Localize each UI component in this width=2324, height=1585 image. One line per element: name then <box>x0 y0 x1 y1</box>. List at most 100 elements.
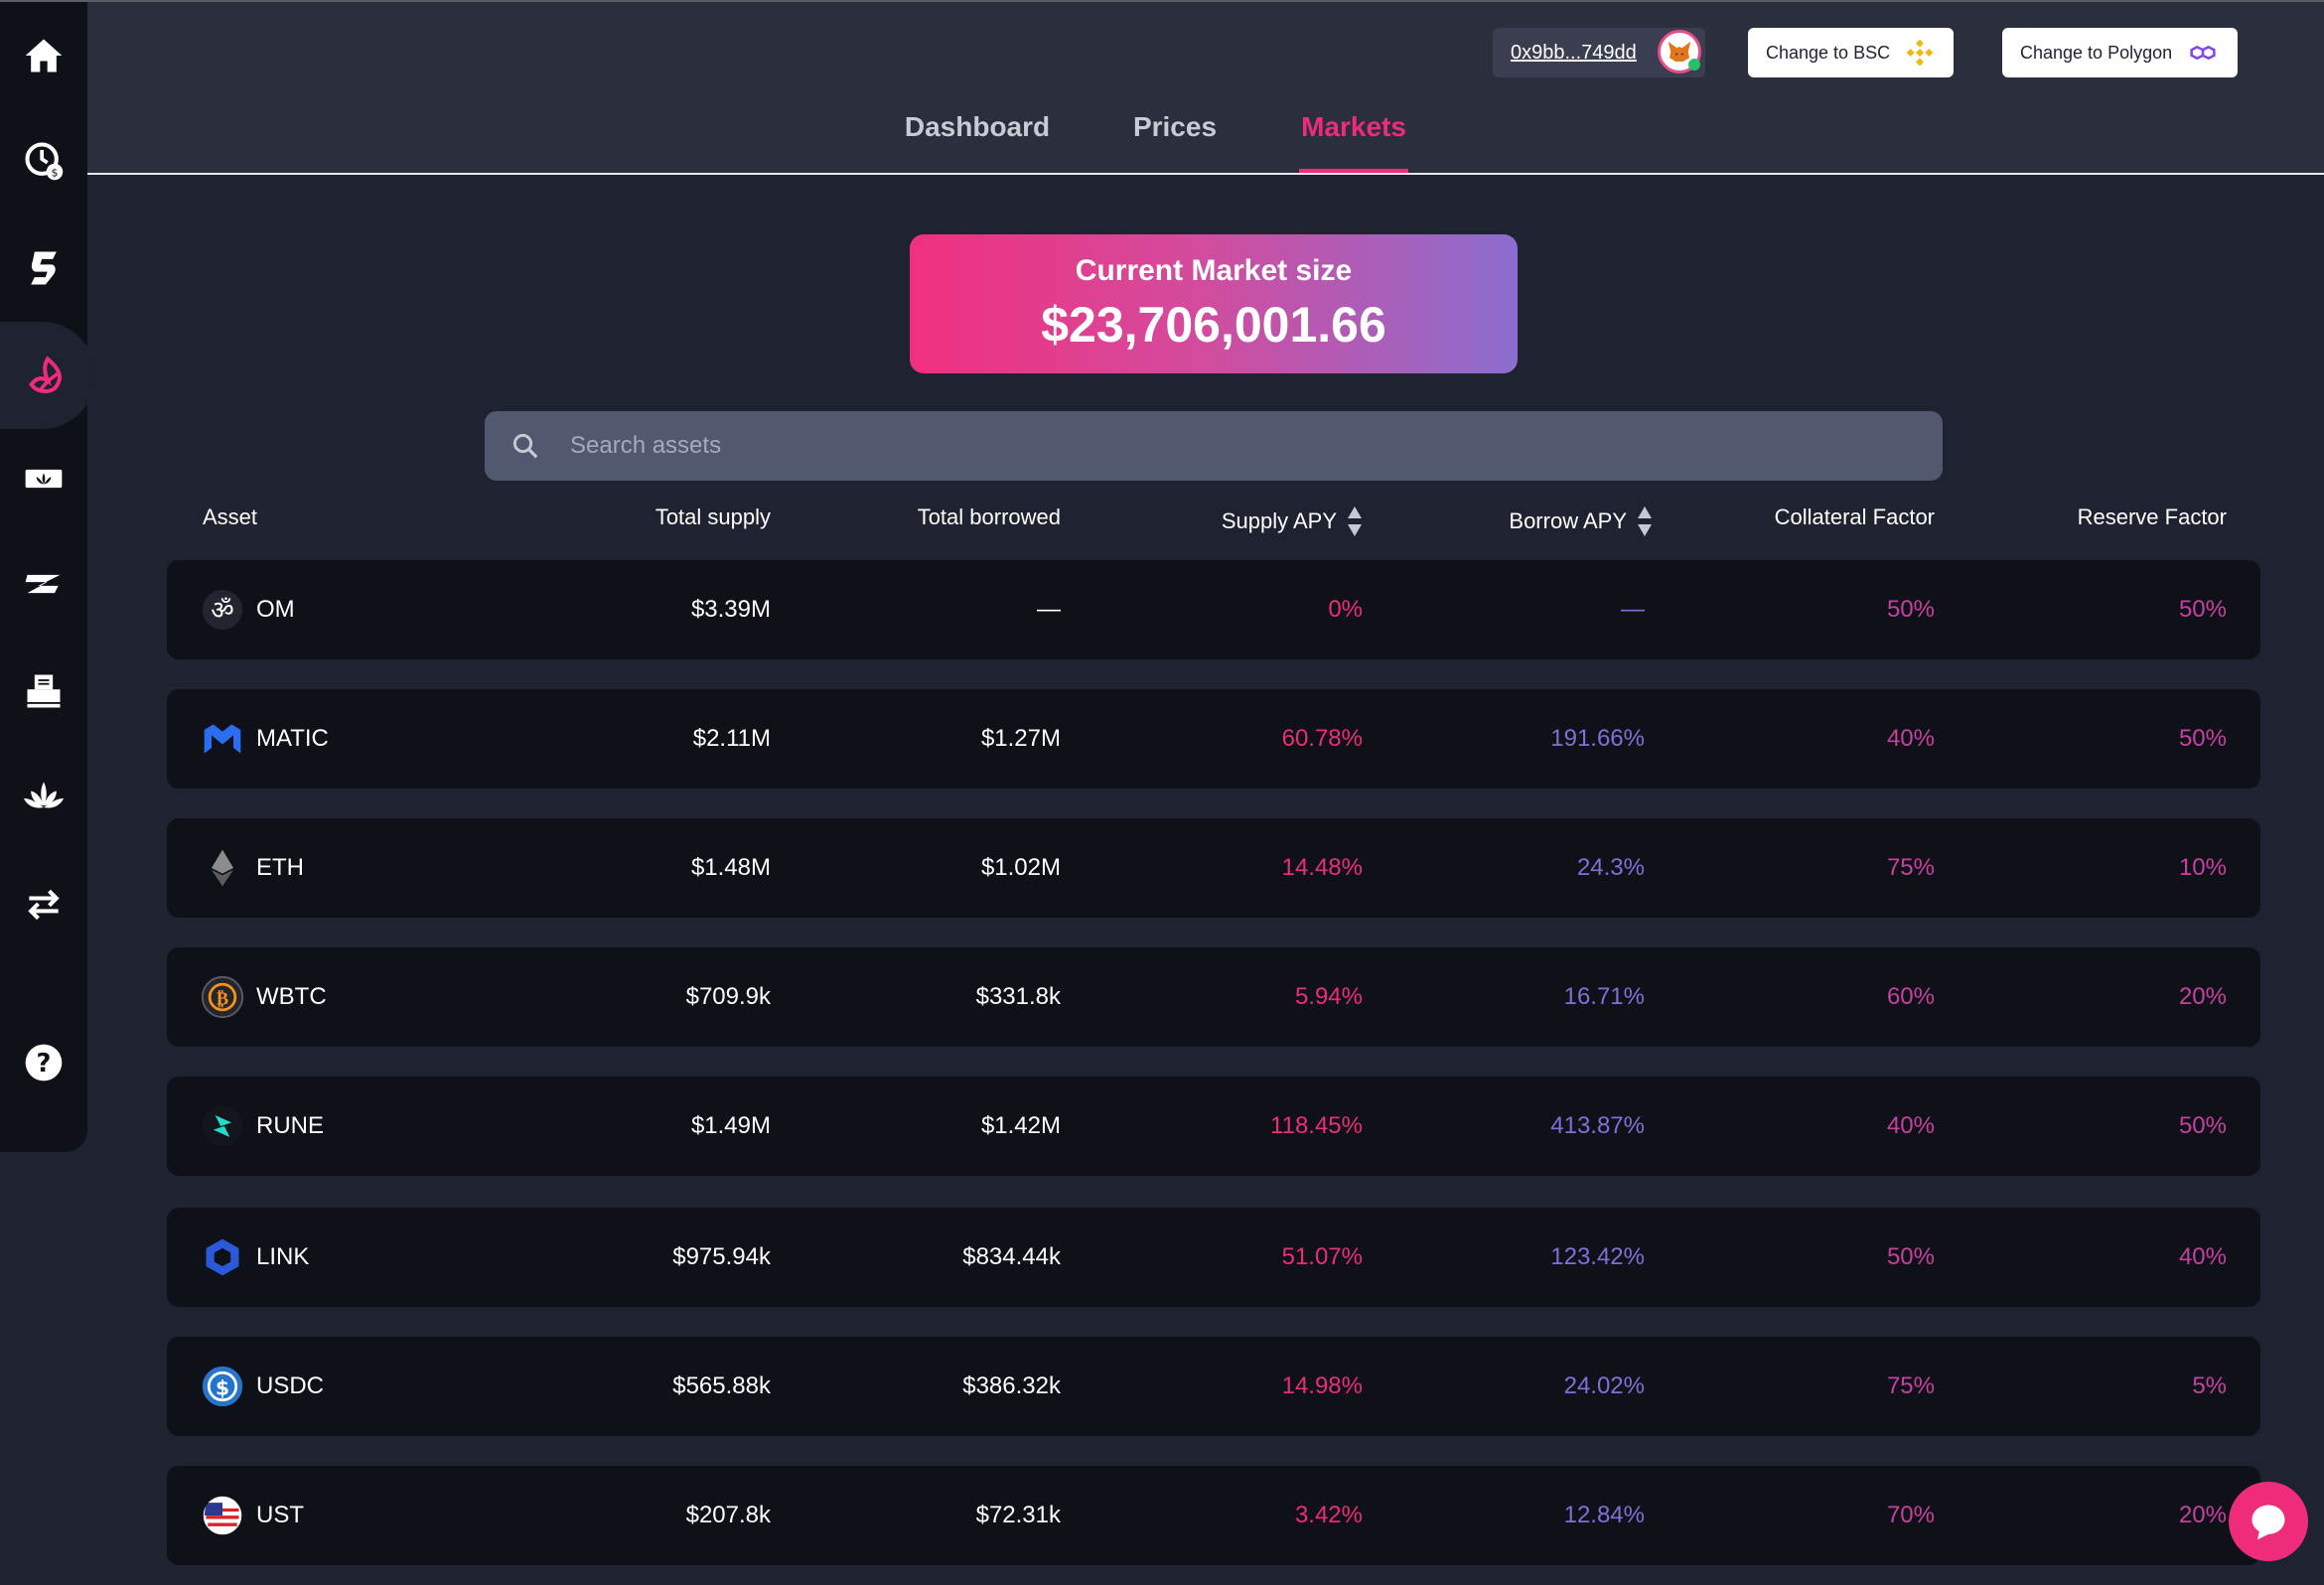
total-supply-value: $565.88k <box>672 1372 771 1399</box>
supply-apy-value: 118.45% <box>1270 1112 1363 1139</box>
col-supply-apy-header[interactable]: Supply APY <box>1170 504 1363 538</box>
total-borrowed-value: $72.31k <box>975 1502 1061 1528</box>
total-supply-value: $207.8k <box>685 1502 771 1528</box>
collateral-factor-value: 75% <box>1886 854 1935 881</box>
borrow-apy-value: 191.66% <box>1550 725 1645 752</box>
borrow-apy-value: 24.02% <box>1563 1372 1645 1399</box>
lotus-icon <box>23 782 65 808</box>
wallet-address[interactable]: 0x9bb...749dd <box>1511 41 1637 64</box>
supply-apy-value: 0% <box>1328 596 1363 623</box>
link-icon <box>201 1235 244 1279</box>
table-row[interactable]: LINK $975.94k $834.44k 51.07% 123.42% 50… <box>167 1208 2260 1307</box>
collateral-factor-value: 50% <box>1886 1243 1935 1270</box>
change-to-bsc-button[interactable]: Change to BSC <box>1748 28 1955 77</box>
sidebar-item-swap[interactable] <box>0 864 87 943</box>
sidebar-item-printer[interactable] <box>0 651 87 731</box>
sidebar-item-help[interactable]: ? <box>0 1023 87 1102</box>
table-row[interactable]: ॐ OM $3.39M — 0% — 50% 50% <box>167 560 2260 659</box>
col-borrow-apy-header[interactable]: Borrow APY <box>1458 504 1653 538</box>
col-reserve-factor: Reserve Factor <box>2077 504 2227 529</box>
table-row[interactable]: ₿ WBTC $709.9k $331.8k 5.94% 16.71% 60% … <box>167 947 2260 1047</box>
sidebar-item-swirl[interactable] <box>0 228 87 308</box>
ust-icon <box>201 1494 244 1537</box>
market-size-label: Current Market size <box>1075 254 1353 287</box>
borrow-apy-value: 123.42% <box>1550 1243 1645 1270</box>
borrow-apy-value: 24.3% <box>1576 854 1645 881</box>
supply-apy-value: 60.78% <box>1281 725 1363 752</box>
asset-name: WBTC <box>256 983 327 1010</box>
supply-apy-value: 3.42% <box>1294 1502 1363 1528</box>
col-supply-apy: Supply APY <box>1221 508 1337 533</box>
total-supply-value: $709.9k <box>685 983 771 1010</box>
header-divider <box>87 173 2324 175</box>
total-borrowed-value: $1.42M <box>980 1112 1061 1139</box>
sidebar-item-staking[interactable]: $ <box>0 121 87 201</box>
asset-name: LINK <box>256 1243 310 1270</box>
sidebar-item-ticket[interactable] <box>0 439 87 518</box>
svg-text:ॐ: ॐ <box>211 596 233 626</box>
active-tab-indicator <box>1299 169 1408 173</box>
search-bar <box>485 411 1943 481</box>
total-supply-value: $2.11M <box>692 725 771 752</box>
connected-status-dot <box>1688 59 1700 71</box>
metamask-fox-icon <box>1658 30 1701 73</box>
market-size-value: $23,706,001.66 <box>1041 297 1386 353</box>
reserve-factor-value: 5% <box>2192 1372 2227 1399</box>
tab-markets[interactable]: Markets <box>1301 111 1406 142</box>
collateral-factor-value: 40% <box>1886 1112 1935 1139</box>
matic-icon <box>201 717 244 761</box>
svg-text:$: $ <box>52 167 59 180</box>
table-row[interactable]: RUNE $1.49M $1.42M 118.45% 413.87% 40% 5… <box>167 1077 2260 1176</box>
home-icon <box>25 39 63 72</box>
col-asset: Asset <box>203 504 258 529</box>
search-input[interactable] <box>570 432 1861 460</box>
sidebar-item-home[interactable] <box>0 16 87 95</box>
sidebar-item-lend[interactable] <box>0 322 95 429</box>
lotus-ticket-icon <box>25 469 63 489</box>
sort-icon <box>1638 506 1652 536</box>
table-row[interactable]: ETH $1.48M $1.02M 14.48% 24.3% 75% 10% <box>167 818 2260 918</box>
total-supply-value: $1.48M <box>690 854 771 881</box>
asset-name: UST <box>256 1502 304 1528</box>
total-supply-value: $1.49M <box>690 1112 771 1139</box>
change-to-bsc-label: Change to BSC <box>1766 42 1891 63</box>
supply-apy-value: 14.48% <box>1281 854 1363 881</box>
svg-text:$: $ <box>216 1375 229 1399</box>
asset-name: RUNE <box>256 1112 325 1139</box>
wallet-address-button[interactable]: 0x9bb...749dd <box>1493 28 1705 77</box>
col-collateral-factor: Collateral Factor <box>1774 504 1935 529</box>
total-borrowed-value: $1.02M <box>980 854 1061 881</box>
chat-button[interactable] <box>2229 1482 2308 1561</box>
col-total-supply: Total supply <box>654 504 771 529</box>
borrow-apy-value: — <box>1621 596 1645 623</box>
tab-dashboard[interactable]: Dashboard <box>904 111 1051 142</box>
sidebar-item-lotus[interactable] <box>0 757 87 836</box>
reserve-factor-value: 50% <box>2178 1112 2227 1139</box>
tab-prices[interactable]: Prices <box>1132 111 1218 142</box>
reserve-factor-value: 50% <box>2178 725 2227 752</box>
reserve-factor-value: 10% <box>2178 854 2227 881</box>
borrow-apy-value: 16.71% <box>1563 983 1645 1010</box>
window-top-border <box>0 0 2324 2</box>
swirl-logo-icon <box>31 251 57 285</box>
table-row[interactable]: $ USDC $565.88k $386.32k 14.98% 24.02% 7… <box>167 1337 2260 1436</box>
collateral-factor-value: 60% <box>1886 983 1935 1010</box>
collateral-factor-value: 70% <box>1886 1502 1935 1528</box>
search-icon <box>512 433 538 459</box>
wbtc-icon: ₿ <box>201 975 244 1019</box>
table-row[interactable]: MATIC $2.11M $1.27M 60.78% 191.66% 40% 5… <box>167 689 2260 789</box>
swap-arrows-icon <box>28 889 60 921</box>
change-to-polygon-button[interactable]: Change to Polygon <box>2002 28 2239 77</box>
change-to-polygon-label: Change to Polygon <box>2020 42 2173 63</box>
table-header: Asset Total supply Total borrowed Supply… <box>167 504 2260 538</box>
collateral-factor-value: 50% <box>1886 596 1935 623</box>
supply-apy-value: 14.98% <box>1281 1372 1363 1399</box>
total-borrowed-value: $1.27M <box>980 725 1061 752</box>
total-borrowed-value: $834.44k <box>962 1243 1061 1270</box>
sidebar-item-z[interactable] <box>0 544 87 624</box>
table-row[interactable]: UST $207.8k $72.31k 3.42% 12.84% 70% 20% <box>167 1466 2260 1565</box>
asset-name: ETH <box>256 854 304 881</box>
reserve-factor-value: 50% <box>2178 596 2227 623</box>
bsc-logo-icon <box>1906 39 1934 67</box>
lend-leaf-icon <box>28 356 62 394</box>
